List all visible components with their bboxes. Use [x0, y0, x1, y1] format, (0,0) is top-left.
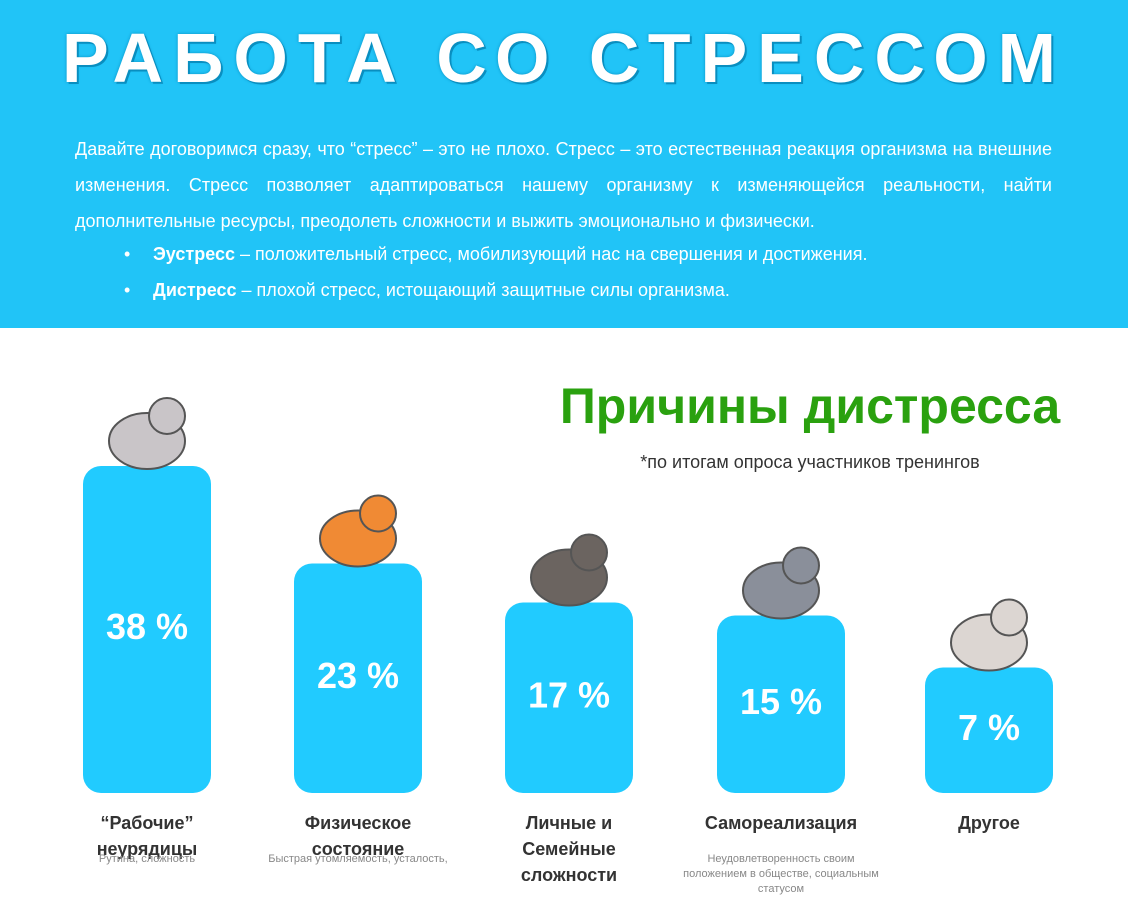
category-label: Личные и Семейные сложности: [520, 813, 618, 885]
bullet-term: Дистресс: [153, 280, 237, 300]
header: РАБОТА СО СТРЕССОМ Давайте договоримся с…: [0, 0, 1128, 328]
page-title: РАБОТА СО СТРЕССОМ: [62, 19, 1066, 97]
category-label: Самореализация: [704, 813, 858, 833]
value-label: 38 %: [106, 606, 188, 647]
value-label: 23 %: [317, 655, 399, 696]
bar: [294, 563, 422, 793]
bar: [717, 615, 845, 793]
category-description: Рутина, сложность: [98, 853, 196, 865]
bar: [505, 602, 633, 793]
chart-title: Причины дистресса: [560, 378, 1061, 434]
bullet: • Дистресс – плохой стресс, истощающий за…: [124, 280, 730, 300]
bullet-text: – плохой стресс, истощающий защитные сил…: [241, 280, 730, 300]
chart-subtitle: *по итогам опроса участников тренингов: [640, 452, 979, 472]
bar: [925, 667, 1053, 793]
cat-head: [570, 533, 608, 572]
bar: [83, 466, 211, 793]
category-label: Другое: [958, 813, 1020, 833]
category-description: Неудовлетворенность своим положением в о…: [683, 853, 879, 895]
bullet: • Эустресс – положительный стресс, мобили…: [124, 244, 868, 264]
intro-text: Давайте договоримся сразу, что “стресс” …: [75, 139, 1052, 231]
cat-head: [782, 546, 820, 585]
cat-head: [990, 598, 1028, 637]
category-description: Быстрая утомляемость, усталость,: [268, 853, 448, 865]
cat-head: [359, 494, 397, 533]
cat-head: [148, 397, 186, 435]
category-label: “Рабочие” неурядицы: [96, 813, 198, 859]
bullet-text: – положительный стресс, мобилизующий нас…: [240, 244, 868, 264]
category-label: Физическое состояние: [304, 813, 412, 859]
value-label: 15 %: [740, 681, 822, 722]
bullet-term: Эустресс: [153, 244, 235, 264]
value-label: 7 %: [958, 707, 1020, 748]
value-label: 17 %: [528, 674, 610, 715]
